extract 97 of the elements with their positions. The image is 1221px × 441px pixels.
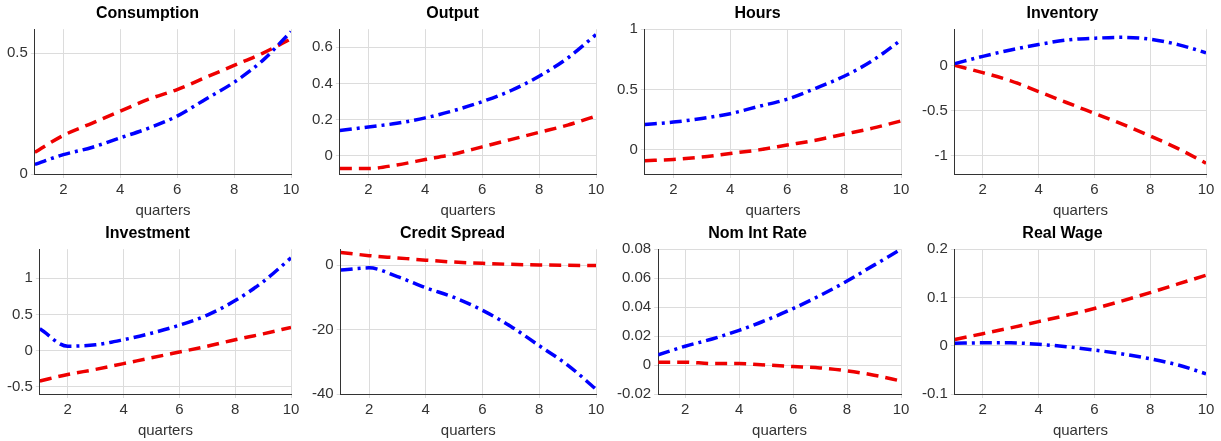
x-tick-label: 10 (1197, 180, 1215, 198)
x-tick-label: 2 (364, 400, 374, 418)
x-tick-label: 10 (282, 180, 300, 198)
chart-title: Real Wage (1022, 224, 1103, 242)
x-axis-title: quarters (745, 201, 801, 219)
y-tick-label: -0.5 (921, 100, 948, 118)
line-series (954, 273, 1206, 342)
y-tick-label: 0.4 (311, 73, 333, 91)
x-tick-label: 10 (587, 180, 605, 198)
x-tick-label: 6 (172, 180, 182, 198)
chart-title: Consumption (95, 4, 200, 22)
y-tick-label: 0 (325, 255, 334, 273)
x-axis-title: quarters (440, 421, 496, 439)
chart-title: Hours (734, 4, 781, 22)
line-series (954, 341, 1206, 376)
y-tick-label: -20 (311, 319, 334, 337)
line-series (39, 325, 291, 383)
chart-title: Output (426, 4, 480, 22)
line-series (954, 35, 1206, 66)
x-axis-title: quarters (135, 201, 191, 219)
chart-title: Inventory (1026, 4, 1099, 22)
x-tick-label: 8 (231, 400, 240, 418)
y-tick-label: 0.02 (621, 326, 652, 344)
x-tick-label: 6 (1090, 400, 1099, 418)
x-tick-label: 8 (535, 400, 544, 418)
x-tick-label: 2 (978, 400, 987, 418)
line-series (954, 63, 1206, 165)
line-series (340, 266, 596, 391)
y-tick-label: 0.5 (6, 43, 28, 61)
x-tick-label: 6 (788, 400, 798, 418)
y-tick-label: 0.1 (926, 287, 948, 305)
x-axis-title: quarters (440, 201, 496, 219)
x-tick-label: 6 (175, 400, 184, 418)
x-tick-label: 2 (364, 180, 373, 198)
x-axis-title: quarters (1052, 201, 1108, 219)
x-tick-label: 8 (229, 180, 239, 198)
chart-title: Nom Int Rate (708, 224, 807, 242)
x-tick-label: 8 (842, 400, 852, 418)
line-series (644, 38, 901, 127)
y-tick-label: -40 (311, 384, 334, 402)
x-tick-label: 2 (681, 400, 690, 418)
y-tick-label: 0 (642, 355, 652, 373)
y-tick-label: 1 (629, 19, 638, 37)
y-tick-label: 0.5 (11, 304, 33, 322)
x-tick-label: 8 (1146, 400, 1155, 418)
x-tick-label: 6 (1090, 180, 1099, 198)
line-series (340, 250, 596, 268)
y-tick-label: 0.2 (926, 239, 948, 257)
y-tick-label: 0 (939, 55, 948, 73)
y-tick-label: 0 (629, 140, 638, 158)
x-tick-label: 10 (282, 400, 300, 418)
y-tick-label: 0.06 (621, 268, 652, 286)
y-tick-label: -0.02 (616, 384, 652, 402)
line-series (39, 256, 291, 348)
x-tick-label: 4 (116, 180, 125, 198)
y-tick-label: 0.6 (311, 37, 333, 55)
y-tick-label: -0.1 (921, 384, 948, 402)
y-tick-label: 0.2 (311, 109, 333, 127)
x-tick-label: 4 (119, 400, 128, 418)
y-tick-label: 0 (19, 164, 28, 182)
line-series (339, 114, 596, 171)
x-tick-label: 2 (59, 180, 68, 198)
y-tick-label: -1 (934, 146, 948, 164)
y-tick-label: 0 (939, 335, 948, 353)
chart-title: Investment (105, 224, 191, 242)
x-tick-label: 8 (1146, 180, 1155, 198)
y-tick-label: 0 (24, 340, 33, 358)
x-tick-label: 4 (1034, 400, 1043, 418)
x-tick-label: 6 (477, 180, 487, 198)
line-series (339, 32, 596, 133)
x-axis-title: quarters (752, 421, 808, 439)
x-axis-title: quarters (1052, 421, 1108, 439)
x-tick-label: 8 (839, 180, 849, 198)
x-tick-label: 10 (892, 180, 910, 198)
y-tick-label: 1 (24, 268, 33, 286)
x-tick-label: 4 (734, 400, 744, 418)
x-tick-label: 4 (1034, 180, 1043, 198)
x-tick-label: 10 (1197, 400, 1215, 418)
x-tick-label: 8 (534, 180, 544, 198)
x-tick-label: 4 (726, 180, 735, 198)
x-tick-label: 2 (669, 180, 678, 198)
line-series (644, 119, 901, 163)
y-tick-label: -0.5 (6, 376, 33, 394)
x-tick-label: 6 (782, 180, 792, 198)
x-tick-label: 4 (421, 180, 430, 198)
x-tick-label: 10 (892, 400, 910, 418)
x-tick-label: 10 (587, 400, 605, 418)
x-tick-label: 6 (478, 400, 487, 418)
x-tick-label: 2 (63, 400, 72, 418)
x-axis-title: quarters (137, 421, 193, 439)
y-tick-label: 0.04 (621, 297, 652, 315)
chart-title: Credit Spread (400, 224, 505, 242)
y-tick-label: 0.5 (616, 79, 638, 97)
y-tick-label: 0.08 (621, 239, 652, 257)
x-tick-label: 4 (421, 400, 430, 418)
y-tick-label: 0 (324, 146, 333, 164)
x-tick-label: 2 (978, 180, 987, 198)
